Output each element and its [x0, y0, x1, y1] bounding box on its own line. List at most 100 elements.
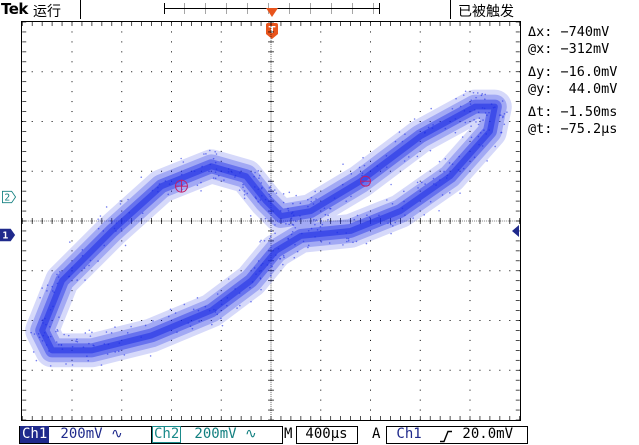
trace-point [45, 323, 47, 326]
grid-dot [220, 270, 222, 272]
trace-point [242, 183, 244, 186]
trace-point [355, 240, 358, 243]
trace-point [264, 217, 267, 220]
grid-dot [350, 170, 352, 172]
grid-dot [340, 320, 342, 321]
trace-point [226, 304, 228, 307]
grid-dot [469, 260, 471, 262]
ch2-ground-marker-icon[interactable]: 2 [2, 190, 16, 204]
grid-dot [171, 369, 172, 371]
grid-dot [71, 210, 73, 212]
trace-point [361, 172, 364, 175]
trace-point [482, 119, 484, 121]
trace-point [273, 189, 276, 191]
trace-point [365, 242, 368, 245]
trace-point [261, 194, 263, 197]
trace-point [485, 133, 488, 135]
timebase-prefix: M [284, 426, 293, 442]
trace-point [323, 207, 326, 210]
trace-point [500, 131, 502, 134]
ch1-ground-marker-icon[interactable]: 1 [0, 228, 16, 242]
trace-point [283, 256, 285, 259]
grid-dot [121, 71, 123, 73]
grid-dot [121, 290, 123, 292]
grid-dot [320, 399, 322, 401]
trace-point [174, 312, 177, 314]
grid-dot [220, 320, 222, 321]
grid-dot [240, 320, 242, 321]
trace-point [403, 200, 405, 203]
ch1-label[interactable]: Ch1 [20, 426, 50, 443]
grid-dot [379, 369, 381, 371]
grid-dot [171, 160, 172, 162]
ch2-label[interactable]: Ch2 [152, 426, 182, 443]
trace-point [56, 328, 59, 331]
trace-point [341, 183, 344, 186]
grid-dot [71, 230, 73, 232]
grid-dot [469, 81, 471, 83]
grid-dot [71, 310, 73, 312]
grid-dot [320, 389, 322, 391]
grid-dot [171, 300, 172, 302]
trace-point [478, 117, 481, 120]
grid-dot [71, 121, 73, 122]
ch1-scale[interactable]: 200mV ∿ [52, 426, 123, 442]
timebase-value[interactable]: 400µs [297, 426, 348, 442]
trigger-source[interactable]: Ch1 [388, 426, 422, 442]
trace-point [290, 217, 293, 220]
grid-dot [469, 160, 471, 162]
trace-point [412, 217, 414, 219]
grid-dot [121, 190, 123, 192]
grid-dot [320, 280, 322, 282]
grid-dot [91, 270, 93, 272]
trace-point [502, 116, 504, 119]
trace-point [314, 236, 316, 238]
trace-point [361, 174, 363, 177]
trace-point [109, 220, 111, 222]
trace-point [295, 194, 297, 197]
trace-point [270, 202, 272, 205]
trace-point [295, 220, 297, 223]
grid-dot [81, 170, 83, 172]
grid-dot [121, 140, 123, 142]
grid-dot [429, 71, 431, 73]
trigger-level[interactable]: 20.0mV [454, 426, 514, 442]
grid-dot [340, 170, 342, 172]
trace-point [234, 174, 237, 177]
grid-dot [320, 140, 322, 142]
grid-dot [429, 369, 431, 371]
trace-point [398, 131, 401, 133]
trace-point [140, 176, 143, 179]
trace-point [144, 324, 147, 327]
trigger-level-marker-icon[interactable] [512, 225, 520, 237]
grid-dot [121, 51, 123, 53]
waveform-display[interactable] [21, 21, 521, 421]
trace-point [107, 343, 110, 346]
grid-dot [121, 379, 123, 381]
trigger-marker-icon[interactable]: T [265, 22, 279, 40]
ch2-scale[interactable]: 200mV ∿ [186, 426, 257, 442]
grid-dot [429, 121, 431, 122]
grid-dot [320, 200, 322, 202]
trace-point [290, 233, 293, 236]
grid-dot [220, 210, 222, 212]
trigger-prefix: A [372, 426, 381, 442]
trace-point [243, 197, 246, 200]
trace-point [127, 198, 129, 201]
trace-point [314, 223, 316, 226]
grid-dot [41, 121, 43, 122]
trace-point [461, 136, 464, 138]
grid-dot [200, 71, 202, 73]
trigger-position-arrow-icon[interactable] [266, 8, 278, 17]
grid-dot [469, 320, 471, 321]
grid-dot [220, 61, 222, 63]
grid-dot [81, 320, 83, 321]
trace-point [270, 212, 273, 214]
grid-dot [370, 121, 371, 122]
grid-dot [141, 320, 143, 321]
trace-point [212, 157, 215, 160]
grid-dot [479, 170, 481, 172]
trace-point [91, 331, 93, 334]
grid-dot [171, 389, 172, 391]
grid-dot [419, 81, 421, 83]
